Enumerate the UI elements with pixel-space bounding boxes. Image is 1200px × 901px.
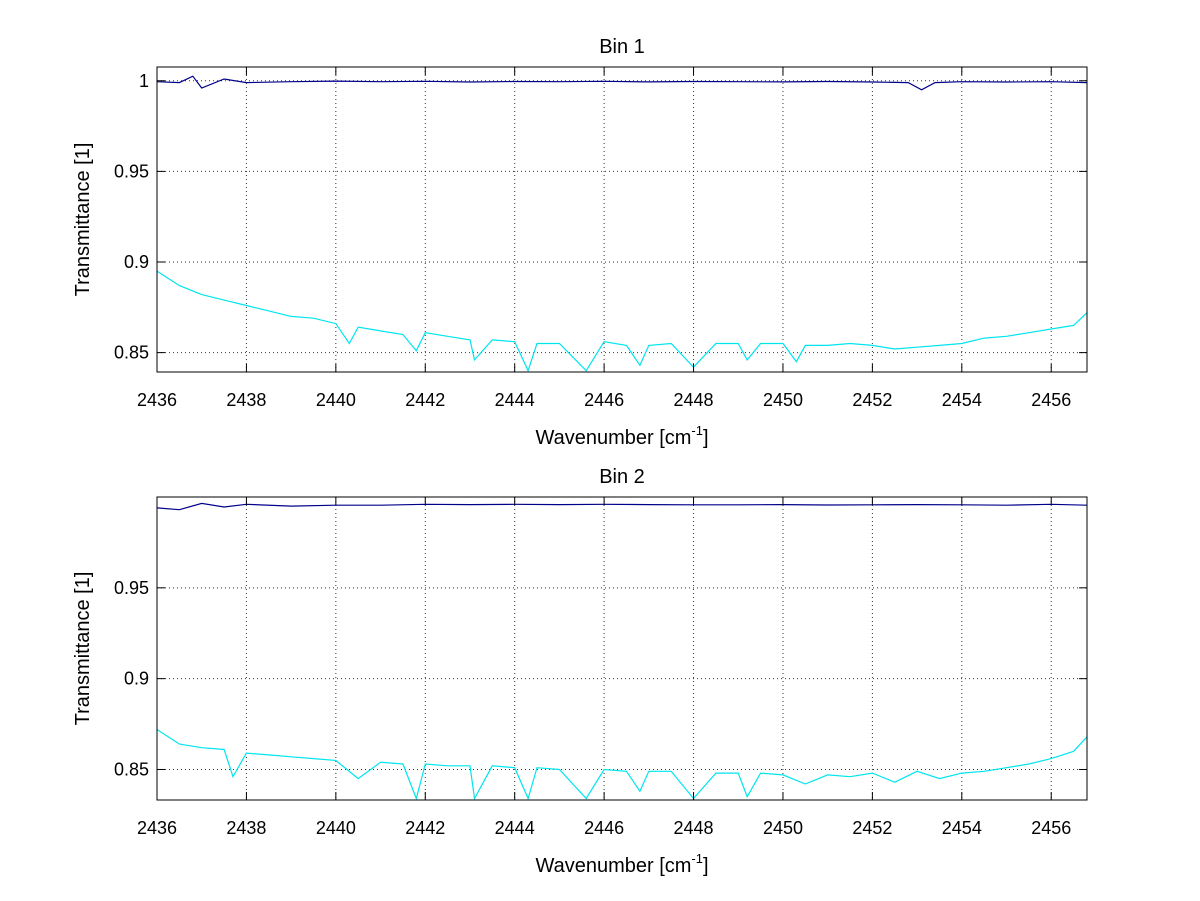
- x-tick-label: 2450: [763, 818, 803, 838]
- x-tick-label: 2436: [137, 390, 177, 410]
- y-tick-label: 0.85: [114, 759, 149, 779]
- y-tick-label: 0.9: [124, 669, 149, 689]
- x-axis-label-main: Wavenumber [cm: [535, 855, 691, 877]
- x-tick-label: 2438: [226, 390, 266, 410]
- x-tick-label: 2444: [495, 390, 535, 410]
- subplot-bin-2: 2436 2438 2440 2442 2444 2446 2448 2450 2452 2454…: [72, 466, 1088, 877]
- y-axis-label: Transmittance [1]: [72, 143, 94, 297]
- chart-title: Bin 1: [599, 36, 645, 58]
- y-tick-label: 0.9: [124, 252, 149, 272]
- y-axis-label: Transmittance [1]: [72, 572, 94, 726]
- x-axis-label-main: Wavenumber [cm: [535, 427, 691, 449]
- x-tick-label: 2448: [674, 390, 714, 410]
- x-tick-label: 2446: [584, 390, 624, 410]
- y-tick-label: 0.95: [114, 161, 149, 181]
- subplot-bin-1: 2436 2438 2440 2442 2444 2446 2448 2450 2452 2454…: [72, 36, 1088, 449]
- chart-title: Bin 2: [599, 466, 645, 488]
- x-tick-label: 2440: [316, 390, 356, 410]
- series-line-2: [156, 728, 1088, 801]
- x-axis-label: Wavenumber [cm-1]: [535, 851, 708, 877]
- x-axis-label-superscript: -1: [691, 851, 703, 866]
- x-tick-label: 2450: [763, 390, 803, 410]
- x-tick-label: 2442: [405, 390, 445, 410]
- plot-area: [157, 497, 1087, 800]
- x-tick-label: 2452: [852, 390, 892, 410]
- x-axis-label: Wavenumber [cm-1]: [535, 423, 708, 449]
- x-axis-label-end: ]: [703, 427, 709, 449]
- x-tick-label: 2456: [1031, 390, 1071, 410]
- x-tick-label: 2440: [316, 818, 356, 838]
- x-tick-label: 2454: [942, 390, 982, 410]
- x-axis-label-superscript: -1: [691, 423, 703, 438]
- plot-area: [157, 67, 1087, 372]
- series-line-1: [156, 75, 1088, 91]
- series-line-1: [156, 502, 1088, 511]
- x-tick-label: 2438: [226, 818, 266, 838]
- series-line-2: [156, 270, 1088, 373]
- x-tick-label: 2452: [852, 818, 892, 838]
- y-tick-label: 1: [139, 71, 149, 91]
- x-tick-label: 2444: [495, 818, 535, 838]
- x-tick-label: 2456: [1031, 818, 1071, 838]
- axes-frame: [156, 66, 1088, 373]
- axes-frame: [156, 496, 1088, 801]
- y-tick-label: 0.95: [114, 578, 149, 598]
- x-tick-label: 2446: [584, 818, 624, 838]
- x-tick-label: 2442: [405, 818, 445, 838]
- y-tick-label: 0.85: [114, 343, 149, 363]
- x-tick-label: 2436: [137, 818, 177, 838]
- x-tick-label: 2454: [942, 818, 982, 838]
- x-axis-label-end: ]: [703, 855, 709, 877]
- x-tick-label: 2448: [674, 818, 714, 838]
